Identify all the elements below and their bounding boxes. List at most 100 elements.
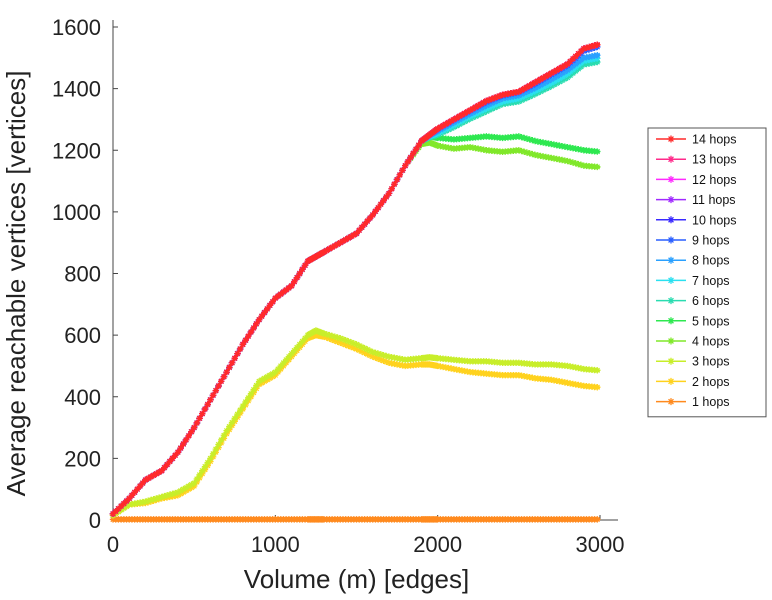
data-point [380,357,387,365]
data-point [594,58,601,66]
data-point [320,248,328,256]
data-point [288,282,295,290]
data-point [583,44,590,51]
series-8-hops [109,52,601,518]
data-point [521,148,528,155]
x-tick-label: 2000 [413,532,462,557]
data-point [472,103,479,111]
data-point [577,47,585,55]
data-point [594,148,601,155]
data-point [531,84,539,92]
legend-label: 6 hops [692,294,730,308]
data-point [163,492,171,499]
legend-item: 12 hops [656,173,736,187]
series-3-hops [109,327,601,519]
series-4-hops [109,139,601,518]
legend-label: 3 hops [692,355,730,369]
data-point [361,349,368,357]
data-point [364,346,371,353]
data-point [182,484,190,491]
data-point [347,343,355,351]
data-point [358,348,366,355]
data-point [567,64,574,72]
data-point [526,150,533,157]
data-point [545,77,552,85]
series-line [112,56,601,515]
tick-labels: 0 1000 2000 3000 0 200 400 600 800 1000 1200 1400 16… [52,15,624,557]
legend-marker [667,398,675,406]
data-point [139,479,146,487]
data-point [515,133,523,140]
data-point [158,467,165,474]
data-point [220,432,228,439]
data-point [299,266,306,273]
data-point [529,150,536,158]
data-point [564,70,571,78]
data-point [326,335,333,342]
data-point [253,320,260,328]
data-point [372,354,379,361]
data-point [594,516,601,523]
legend-item: 9 hops [656,234,730,248]
data-point [280,359,287,367]
series-line [112,42,601,515]
data-point [594,41,601,48]
data-point [475,106,482,113]
y-tick-label: 1400 [52,77,101,102]
data-point [410,150,417,157]
legend-item: 8 hops [656,254,730,268]
data-point [328,244,336,251]
data-point [480,103,487,111]
data-point [548,79,555,87]
data-point [356,227,363,234]
data-point [553,73,560,80]
legend-marker [667,276,675,284]
data-point [331,333,339,340]
data-point [261,309,268,316]
data-point [166,458,174,465]
data-point [350,231,357,239]
data-point [550,68,558,75]
data-point [282,286,290,294]
data-point [199,410,206,417]
data-point [142,498,149,505]
data-point [231,355,238,362]
legend-marker [667,256,675,264]
data-point [228,419,236,426]
data-point [356,347,363,354]
data-point [331,337,339,344]
legend-item: 6 hops [656,294,730,308]
data-point [575,62,582,69]
data-point [577,63,585,70]
data-point [277,362,284,370]
data-point [364,217,371,225]
data-point [537,81,544,89]
data-point [161,492,168,500]
data-point [245,332,252,340]
data-point [190,479,198,487]
data-point [372,208,379,215]
data-point [155,469,163,476]
data-point [204,401,211,408]
data-point [558,63,566,71]
data-point [328,336,336,343]
data-point [518,90,525,98]
data-point [277,290,284,298]
x-tick-label: 0 [107,532,119,557]
data-point [220,373,228,380]
data-point [369,211,376,219]
data-point [172,452,179,459]
data-point [545,71,552,78]
data-point [569,62,577,70]
data-point [161,464,168,471]
data-point [337,339,344,347]
data-point [388,185,395,192]
data-point [572,160,579,167]
data-point [236,345,244,353]
data-point [553,80,560,87]
series-line [112,53,601,515]
legend-item: 10 hops [656,213,736,227]
data-point [594,163,601,171]
data-point [185,482,192,490]
legend-marker [667,377,675,385]
